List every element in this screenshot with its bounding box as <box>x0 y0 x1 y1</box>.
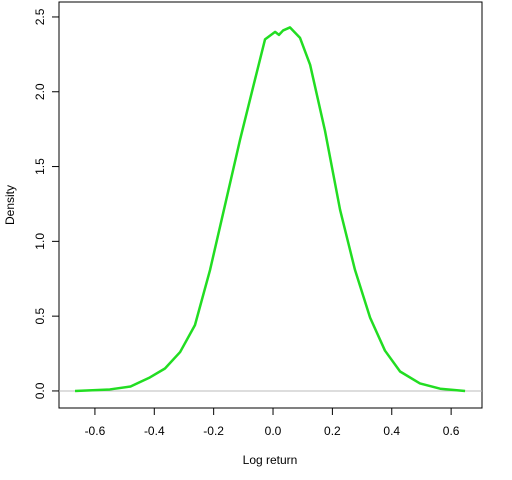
plot-box <box>58 1 483 409</box>
x-tick-label: -0.6 <box>85 424 106 438</box>
x-axis-label: Log return <box>243 453 298 467</box>
y-axis-label: Density <box>3 185 17 225</box>
x-tick-label: -0.4 <box>144 424 165 438</box>
y-tick-label: 0.5 <box>33 307 47 324</box>
y-tick-label: 1.0 <box>33 233 47 250</box>
y-tick-label: 1.5 <box>33 158 47 175</box>
density-line <box>74 26 466 393</box>
x-tick-label: 0.0 <box>265 424 282 438</box>
y-tick-label: 2.0 <box>33 83 47 100</box>
y-tick-label: 0.0 <box>33 382 47 399</box>
x-tick-label: -0.2 <box>203 424 224 438</box>
y-tick-label: 2.5 <box>33 8 47 25</box>
x-tick-label: 0.4 <box>383 424 400 438</box>
x-tick-label: 0.2 <box>324 424 341 438</box>
x-tick-label: 0.6 <box>443 424 460 438</box>
